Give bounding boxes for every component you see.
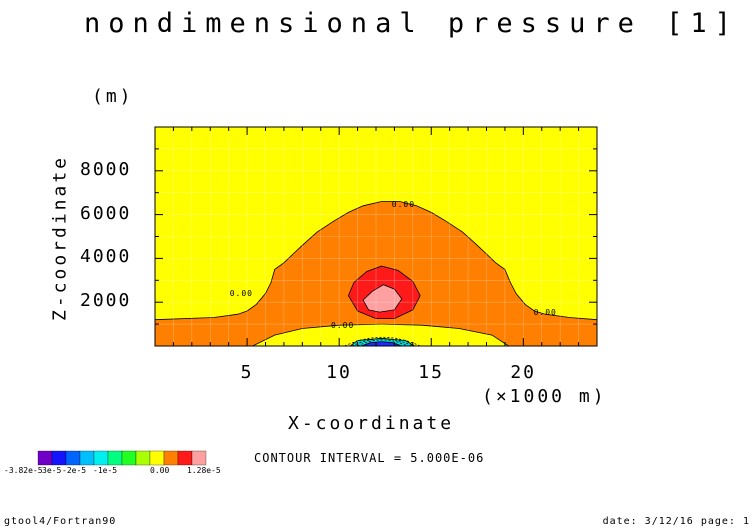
legend-swatch (79, 450, 95, 466)
legend-swatch (191, 450, 207, 466)
grid (155, 127, 597, 346)
y-tick-label: 4000 (80, 246, 132, 268)
x-tick-label: 15 (418, 362, 444, 383)
y-tick-label: 2000 (80, 290, 132, 312)
footer-software: gtool4/Fortran90 (4, 516, 117, 527)
contour-region (361, 341, 402, 346)
contour-label: 0.00 (391, 200, 416, 210)
legend-swatch (37, 450, 53, 466)
legend-swatch (93, 450, 109, 466)
contour-label: 0.00 (331, 321, 355, 331)
legend-label: 3e-5 (42, 466, 62, 475)
contour-interval-text: CONTOUR INTERVAL = 5.000E-06 (254, 451, 485, 465)
legend-label: 1.28e-5 (187, 466, 221, 475)
legend-swatch (163, 450, 179, 466)
y-axis-unit: (m) (92, 86, 134, 107)
legend-label: -1e-5 (93, 466, 118, 475)
x-axis-unit: (×1000 m) (482, 386, 607, 407)
contour-label: 0.00 (533, 308, 557, 318)
x-tick-label: 20 (510, 362, 537, 383)
legend-swatch (121, 450, 137, 466)
x-tick-label: 5 (240, 362, 254, 383)
y-tick-label: 8000 (80, 158, 132, 180)
legend-swatch (177, 450, 193, 466)
legend-label: -3.82e-5 (4, 466, 43, 475)
footer-date: date: 3/12/16 page: 1 (602, 516, 750, 527)
legend-swatch (107, 450, 123, 466)
negative-contour-line (357, 339, 408, 346)
y-axis-label: Z-coordinate (49, 154, 71, 322)
chart-title: nondimensional pressure [1] (84, 8, 739, 39)
legend-swatch (135, 450, 151, 466)
legend-label: 0.00 (150, 466, 170, 475)
legend-label: -2e-5 (62, 466, 87, 475)
contour-region (252, 323, 510, 346)
y-tick-label: 6000 (80, 202, 132, 224)
x-tick-label: 10 (326, 362, 352, 383)
x-axis-label: X-coordinate (288, 413, 455, 434)
contour-region (362, 284, 403, 313)
contour-label: 0.00 (229, 288, 253, 298)
legend-swatch (65, 450, 81, 466)
contour-regions (155, 201, 597, 346)
legend-swatch (51, 450, 67, 466)
legend-swatch (149, 450, 165, 466)
